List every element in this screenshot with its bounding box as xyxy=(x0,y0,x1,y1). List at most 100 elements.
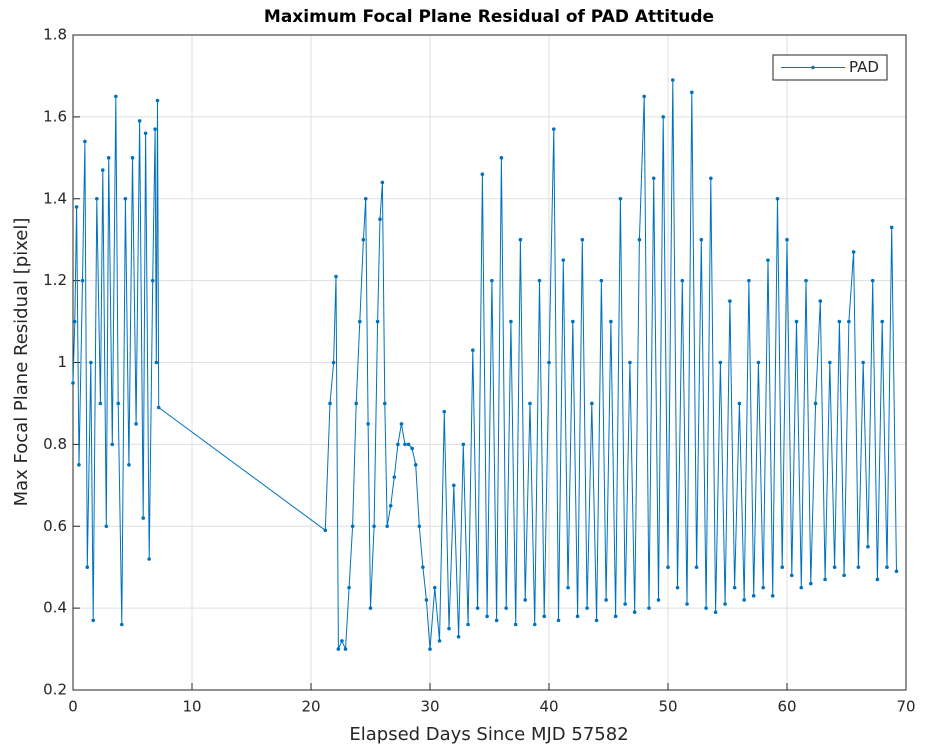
data-point xyxy=(613,614,618,619)
data-point xyxy=(127,463,131,467)
data-point xyxy=(354,401,359,406)
data-point xyxy=(399,422,404,426)
data-point xyxy=(618,196,623,201)
data-point xyxy=(154,360,159,365)
data-point xyxy=(518,237,523,242)
data-point xyxy=(537,278,542,283)
y-tick-label: 1.4 xyxy=(43,189,67,207)
data-point xyxy=(141,516,146,520)
data-point xyxy=(437,639,442,643)
data-point xyxy=(447,626,451,631)
data-point xyxy=(585,606,589,610)
data-point xyxy=(837,319,842,324)
data-point xyxy=(794,319,799,324)
data-point xyxy=(647,606,651,610)
x-axis-label: Elapsed Days Since MJD 57582 xyxy=(349,724,628,745)
data-point xyxy=(632,610,637,615)
data-point xyxy=(494,618,499,623)
data-point xyxy=(95,196,99,201)
data-point xyxy=(713,610,718,615)
data-point xyxy=(851,250,856,254)
plot-frame xyxy=(72,34,907,691)
data-point xyxy=(870,278,875,283)
data-point xyxy=(130,156,135,160)
x-tick-label: 0 xyxy=(68,698,78,716)
data-point xyxy=(417,524,422,529)
data-point xyxy=(336,647,341,651)
data-point xyxy=(123,196,128,201)
data-point xyxy=(480,172,485,176)
data-point xyxy=(604,598,608,602)
data-point xyxy=(421,565,425,569)
y-tick-label: 1.8 xyxy=(43,26,67,44)
data-point xyxy=(155,98,160,103)
data-point xyxy=(866,544,870,549)
data-point xyxy=(628,360,632,365)
data-point xyxy=(77,463,81,467)
data-point xyxy=(104,524,109,529)
legend-marker xyxy=(811,65,815,70)
data-point xyxy=(150,278,155,283)
data-point xyxy=(403,442,407,447)
series-line xyxy=(72,79,897,650)
data-point xyxy=(723,602,727,606)
data-point xyxy=(513,622,518,627)
y-tick-label: 0.4 xyxy=(43,599,67,617)
data-point xyxy=(406,442,411,447)
data-point xyxy=(466,622,470,627)
data-point xyxy=(709,176,713,181)
data-point xyxy=(347,585,351,590)
data-point xyxy=(580,237,585,242)
data-point xyxy=(547,360,551,365)
data-point xyxy=(428,647,432,651)
data-point xyxy=(147,557,151,561)
data-point xyxy=(656,598,661,602)
data-point xyxy=(328,401,332,406)
data-point xyxy=(637,237,642,242)
chart-title: Maximum Focal Plane Residual of PAD Atti… xyxy=(264,7,714,27)
data-point xyxy=(842,573,846,578)
data-point xyxy=(718,360,723,365)
data-point xyxy=(499,156,504,160)
data-point xyxy=(761,585,765,590)
data-point xyxy=(392,475,397,479)
data-point xyxy=(590,401,594,406)
data-point xyxy=(609,319,613,324)
data-point xyxy=(83,139,87,144)
x-tick-label: 70 xyxy=(896,698,915,716)
x-tick-label: 50 xyxy=(658,698,677,716)
data-point xyxy=(747,278,751,283)
data-point xyxy=(368,606,373,610)
data-point xyxy=(889,225,894,230)
data-point xyxy=(110,442,115,447)
data-point xyxy=(789,573,794,578)
data-point xyxy=(847,319,851,324)
data-point xyxy=(875,577,880,582)
data-point xyxy=(366,422,370,426)
x-tick-label: 30 xyxy=(420,698,439,716)
data-point xyxy=(442,409,447,414)
x-tick-label: 10 xyxy=(182,698,201,716)
data-point xyxy=(556,618,561,623)
data-point xyxy=(571,319,575,324)
data-point xyxy=(751,594,756,598)
data-point xyxy=(766,258,770,262)
data-point xyxy=(475,606,480,610)
data-point xyxy=(551,127,556,131)
data-point xyxy=(775,196,780,201)
y-axis-label: Max Focal Plane Residual [pixel] xyxy=(11,218,32,507)
data-point xyxy=(599,278,604,283)
data-point xyxy=(334,274,338,279)
data-point xyxy=(461,442,466,447)
data-point xyxy=(350,524,355,529)
y-tick-label: 0.8 xyxy=(43,435,67,453)
data-point xyxy=(823,577,827,582)
data-point xyxy=(642,94,646,99)
data-point xyxy=(675,585,680,590)
data-point xyxy=(114,94,118,99)
data-point xyxy=(485,614,489,619)
data-point xyxy=(523,598,527,602)
data-point xyxy=(818,299,823,303)
data-point xyxy=(343,647,348,651)
data-point xyxy=(89,360,93,365)
